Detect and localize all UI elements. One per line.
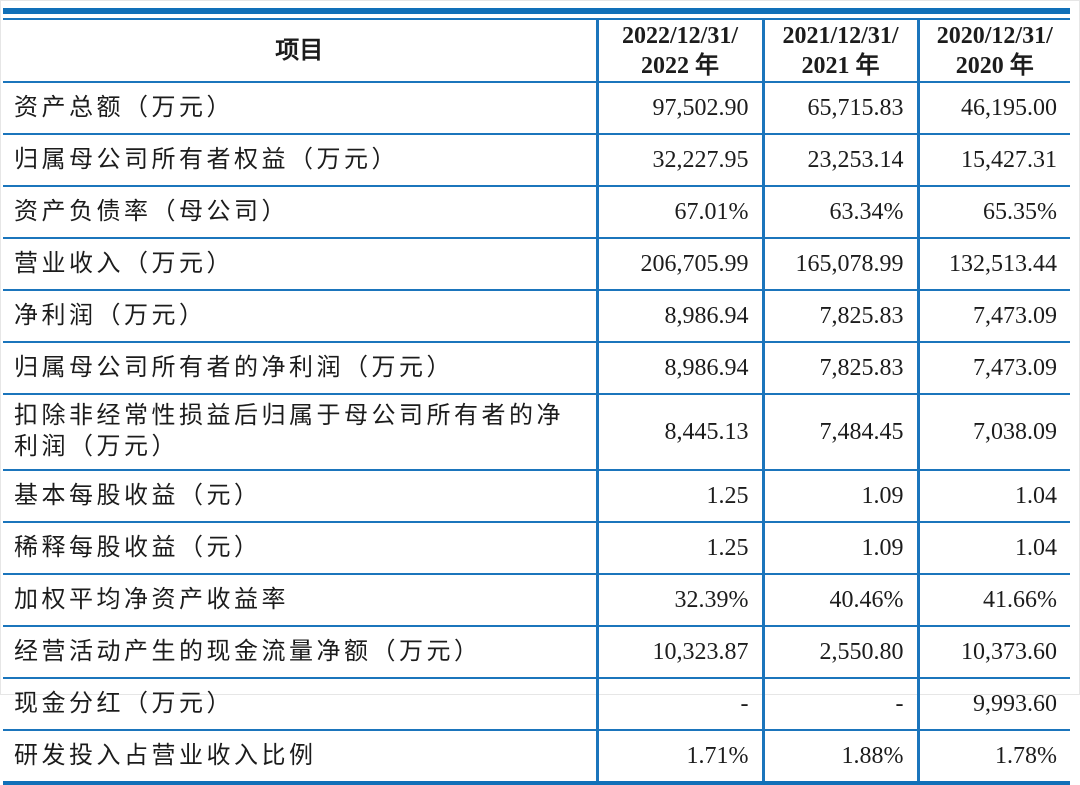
- item-cell: 经营活动产生的现金流量净额（万元）: [3, 626, 597, 679]
- value-cell-2021: 40.46%: [761, 574, 918, 627]
- value-cell-2021: 2,550.80: [761, 626, 918, 679]
- header-year-line: 2022 年: [641, 52, 719, 79]
- value-cell-2022: 206,705.99: [595, 238, 763, 291]
- financial-summary-section: 项目 2022/12/31/ 2022 年 2021/12/31/ 2021 年…: [3, 8, 1070, 785]
- value-cell-2020: 1.04: [916, 522, 1070, 575]
- table-top-rule: [3, 8, 1070, 14]
- item-cell: 资产总额（万元）: [3, 82, 597, 135]
- value-cell-2021: 1.88%: [761, 730, 918, 784]
- value-cell-2021: 63.34%: [761, 186, 918, 239]
- value-cell-2022: 97,502.90: [595, 82, 763, 135]
- item-cell: 扣除非经常性损益后归属于母公司所有者的净利润（万元）: [3, 394, 597, 471]
- header-year-line: 2020 年: [955, 52, 1034, 79]
- value-cell-2022: 8,445.13: [595, 394, 763, 471]
- value-cell-2021: 1.09: [761, 522, 918, 575]
- financial-summary-table: 项目 2022/12/31/ 2022 年 2021/12/31/ 2021 年…: [3, 18, 1070, 785]
- column-header-item: 项目: [3, 19, 597, 83]
- value-cell-2022: 8,986.94: [595, 342, 763, 395]
- table-row: 营业收入（万元） 206,705.99 165,078.99 132,513.44: [3, 238, 1070, 291]
- header-row: 项目 2022/12/31/ 2022 年 2021/12/31/ 2021 年…: [3, 19, 1070, 83]
- column-header-2020: 2020/12/31/ 2020 年: [916, 19, 1070, 83]
- table-row: 净利润（万元） 8,986.94 7,825.83 7,473.09: [3, 290, 1070, 343]
- table-row: 基本每股收益（元） 1.25 1.09 1.04: [3, 470, 1070, 523]
- item-cell: 归属母公司所有者的净利润（万元）: [3, 342, 597, 395]
- header-year-line: 2021 年: [801, 52, 880, 79]
- table-row: 加权平均净资产收益率 32.39% 40.46% 41.66%: [3, 574, 1070, 627]
- item-cell: 现金分红（万元）: [3, 678, 597, 731]
- value-cell-2021: 165,078.99: [761, 238, 918, 291]
- item-cell: 归属母公司所有者权益（万元）: [3, 134, 597, 187]
- value-cell-2021: 7,825.83: [761, 290, 918, 343]
- value-cell-2021: 7,484.45: [761, 394, 918, 471]
- table-row: 归属母公司所有者权益（万元） 32,227.95 23,253.14 15,427.3…: [3, 134, 1070, 187]
- value-cell-2022: 67.01%: [595, 186, 763, 239]
- value-cell-2020: 1.78%: [916, 730, 1070, 784]
- value-cell-2022: 8,986.94: [595, 290, 763, 343]
- item-cell: 加权平均净资产收益率: [3, 574, 597, 627]
- value-cell-2022: 1.25: [595, 470, 763, 523]
- value-cell-2022: 1.71%: [595, 730, 763, 784]
- header-date-line: 2021/12/31/: [782, 22, 899, 49]
- table-row: 资产总额（万元） 97,502.90 65,715.83 46,195.00: [3, 82, 1070, 135]
- header-date-line: 2020/12/31/: [936, 22, 1053, 49]
- table-row: 现金分红（万元） - -9,993.60: [3, 678, 1070, 731]
- item-cell: 研发投入占营业收入比例: [3, 730, 597, 784]
- table-row: 资产负债率（母公司） 67.01% 63.34% 65.35%: [3, 186, 1070, 239]
- value-cell-2021: 7,825.83: [761, 342, 918, 395]
- value-cell-2022: 10,323.87: [595, 626, 763, 679]
- header-date-line: 2022/12/31/: [621, 22, 738, 49]
- column-header-2021: 2021/12/31/ 2021 年: [761, 19, 918, 83]
- table-row: 经营活动产生的现金流量净额（万元） 10,323.87 2,550.80 10,373…: [3, 626, 1070, 679]
- value-cell-2020: 41.66%: [916, 574, 1070, 627]
- item-cell: 稀释每股收益（元）: [3, 522, 597, 575]
- table-row: 稀释每股收益（元） 1.25 1.09 1.04: [3, 522, 1070, 575]
- value-cell-2021: 23,253.14: [761, 134, 918, 187]
- value-cell-2022: 32,227.95: [595, 134, 763, 187]
- value-cell-2021: 1.09: [761, 470, 918, 523]
- value-cell-2020: 7,473.09: [916, 290, 1070, 343]
- value-cell-2021: 65,715.83: [761, 82, 918, 135]
- value-cell-2020: 132,513.44: [916, 238, 1070, 291]
- value-cell-2020: 1.04: [916, 470, 1070, 523]
- value-cell-2021: -: [761, 678, 918, 731]
- item-cell: 资产负债率（母公司）: [3, 186, 597, 239]
- value-cell-2020: 7,038.09: [916, 394, 1070, 471]
- value-cell-2020: 46,195.00: [916, 82, 1070, 135]
- value-cell-2020: 7,473.09: [916, 342, 1070, 395]
- value-cell-2022: 1.25: [595, 522, 763, 575]
- value-cell-2020: 10,373.60: [916, 626, 1070, 679]
- table-row: 研发投入占营业收入比例 1.71% 1.88% 1.78%: [3, 730, 1070, 784]
- value-cell-2020: 9,993.60: [916, 678, 1070, 731]
- item-cell: 基本每股收益（元）: [3, 470, 597, 523]
- table-row: 扣除非经常性损益后归属于母公司所有者的净利润（万元） 8,445.13 7,484.…: [3, 394, 1070, 471]
- item-cell: 营业收入（万元）: [3, 238, 597, 291]
- column-header-2022: 2022/12/31/ 2022 年: [595, 19, 763, 83]
- value-cell-2022: -: [595, 678, 763, 731]
- value-cell-2020: 65.35%: [916, 186, 1070, 239]
- table-body: 资产总额（万元） 97,502.90 65,715.83 46,195.00 归属母公司…: [3, 82, 1070, 784]
- table-row: 归属母公司所有者的净利润（万元） 8,986.94 7,825.83 7,473.09: [3, 342, 1070, 395]
- item-cell: 净利润（万元）: [3, 290, 597, 343]
- value-cell-2022: 32.39%: [595, 574, 763, 627]
- value-cell-2020: 15,427.31: [916, 134, 1070, 187]
